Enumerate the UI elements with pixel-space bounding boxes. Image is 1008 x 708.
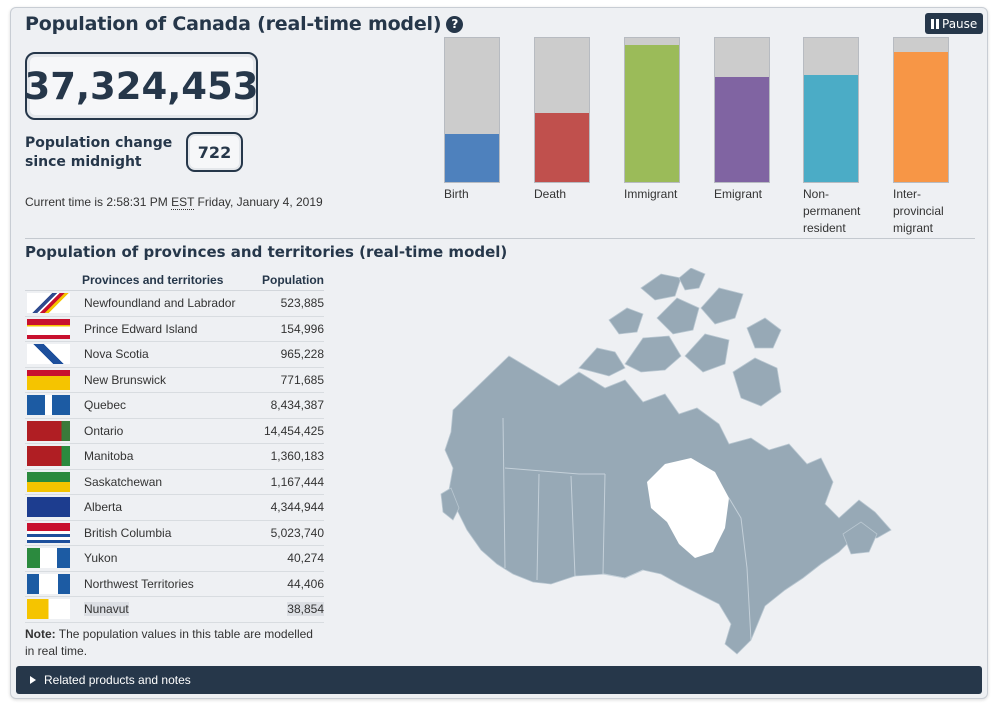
ab-flag-icon (27, 497, 70, 518)
province-population: 44,406 (287, 576, 324, 591)
province-population: 771,685 (280, 372, 324, 387)
table-row: New Brunswick 771,685 (25, 368, 324, 393)
canada-map-icon (440, 268, 892, 655)
province-name: Nova Scotia (84, 347, 149, 362)
header: Population of Canada (real-time model) ? (25, 13, 464, 35)
province-name: Newfoundland and Labrador (84, 296, 236, 311)
province-name: Ontario (84, 423, 124, 438)
related-products-toggle[interactable]: Related products and notes (16, 666, 982, 694)
province-name: Prince Edward Island (84, 321, 198, 336)
table-header: Provinces and territories Population (25, 270, 324, 291)
component-bar-fill (445, 134, 499, 182)
nb-flag-icon (27, 369, 70, 390)
table-row: Northwest Territories 44,406 (25, 572, 324, 597)
expand-triangle-icon (30, 676, 36, 684)
pause-icon (931, 18, 939, 29)
bc-flag-icon (27, 522, 70, 543)
component-bar-label: Inter-provincial migrant (893, 187, 944, 235)
component-bar (534, 37, 590, 183)
table-row: Nunavut 38,854 (25, 597, 324, 623)
province-population: 1,360,183 (270, 449, 324, 464)
population-counter: 37,324,453 (24, 52, 259, 120)
province-name: Manitoba (84, 449, 134, 464)
yt-flag-icon (27, 548, 70, 569)
population-clock-panel: Population of Canada (real-time model) ?… (10, 7, 988, 699)
sk-flag-icon (27, 471, 70, 492)
province-population: 1,167,444 (270, 474, 324, 489)
component-bar-fill (535, 113, 589, 182)
province-name: Saskatchewan (84, 474, 163, 489)
component-bar (714, 37, 770, 183)
component-bar-fill (804, 75, 858, 182)
province-name: Northwest Territories (84, 576, 194, 591)
province-name: New Brunswick (84, 372, 167, 387)
related-products-label: Related products and notes (44, 673, 191, 687)
table-row: Saskatchewan 1,167,444 (25, 470, 324, 495)
province-name: British Columbia (84, 525, 172, 540)
table-row: Prince Edward Island 154,996 (25, 317, 324, 342)
mb-flag-icon (27, 446, 70, 467)
table-row: British Columbia 5,023,740 (25, 521, 324, 546)
table-row: Quebec 8,434,387 (25, 393, 324, 419)
on-flag-icon (27, 420, 70, 441)
pause-label: Pause (942, 16, 978, 31)
table-row: Nova Scotia 965,228 (25, 342, 324, 368)
current-time: Current time is 2:58:31 PM EST Friday, J… (25, 195, 323, 210)
table-row: Manitoba 1,360,183 (25, 444, 324, 470)
component-bar-label: Birth (444, 187, 469, 201)
col-header-population: Population (262, 273, 324, 287)
nt-flag-icon (27, 573, 70, 594)
col-header-name: Provinces and territories (82, 273, 224, 287)
component-bar-fill (625, 45, 679, 182)
province-population: 965,228 (280, 347, 324, 362)
pause-button[interactable]: Pause (925, 13, 984, 34)
table-row: Newfoundland and Labrador 523,885 (25, 291, 324, 317)
page-title: Population of Canada (real-time model) (25, 13, 442, 35)
qc-flag-icon (27, 395, 70, 416)
province-name: Yukon (84, 551, 118, 566)
population-change-label: Population change since midnight (25, 135, 173, 170)
nl-flag-icon (27, 293, 70, 314)
table-note: Note: The population values in this tabl… (25, 627, 313, 658)
component-bar (624, 37, 680, 183)
nu-flag-icon (27, 599, 70, 620)
province-population: 5,023,740 (270, 525, 324, 540)
province-name: Quebec (84, 398, 127, 413)
component-bar (893, 37, 949, 183)
component-bar-fill (894, 52, 948, 182)
province-population: 4,344,944 (270, 500, 324, 515)
province-population: 8,434,387 (270, 398, 324, 413)
pe-flag-icon (27, 318, 70, 339)
province-population: 40,274 (287, 551, 324, 566)
question-circle-icon[interactable]: ? (446, 15, 464, 33)
province-population: 154,996 (280, 321, 324, 336)
province-name: Nunavut (84, 602, 129, 617)
provinces-table: Provinces and territories Population New… (25, 270, 324, 623)
component-bar-label: Immigrant (624, 187, 678, 201)
ns-flag-icon (27, 344, 70, 365)
province-population: 14,454,425 (263, 423, 324, 438)
provinces-section-title: Population of provinces and territories … (25, 243, 508, 261)
province-name: Alberta (84, 500, 123, 515)
time-zone-abbr: EST (171, 195, 195, 210)
table-row: Yukon 40,274 (25, 546, 324, 572)
province-population: 523,885 (280, 296, 324, 311)
component-bar (444, 37, 500, 183)
population-change-value: 722 (186, 132, 243, 172)
table-row: Alberta 4,344,944 (25, 495, 324, 521)
component-bar-label: Death (534, 187, 567, 201)
section-divider (25, 238, 975, 239)
table-row: Ontario 14,454,425 (25, 419, 324, 444)
province-population: 38,854 (287, 602, 324, 617)
component-bar-fill (715, 77, 769, 182)
component-bar-label: Emigrant (714, 187, 763, 201)
component-bar (803, 37, 859, 183)
component-bar-label: Non-permanent resident (803, 187, 861, 235)
